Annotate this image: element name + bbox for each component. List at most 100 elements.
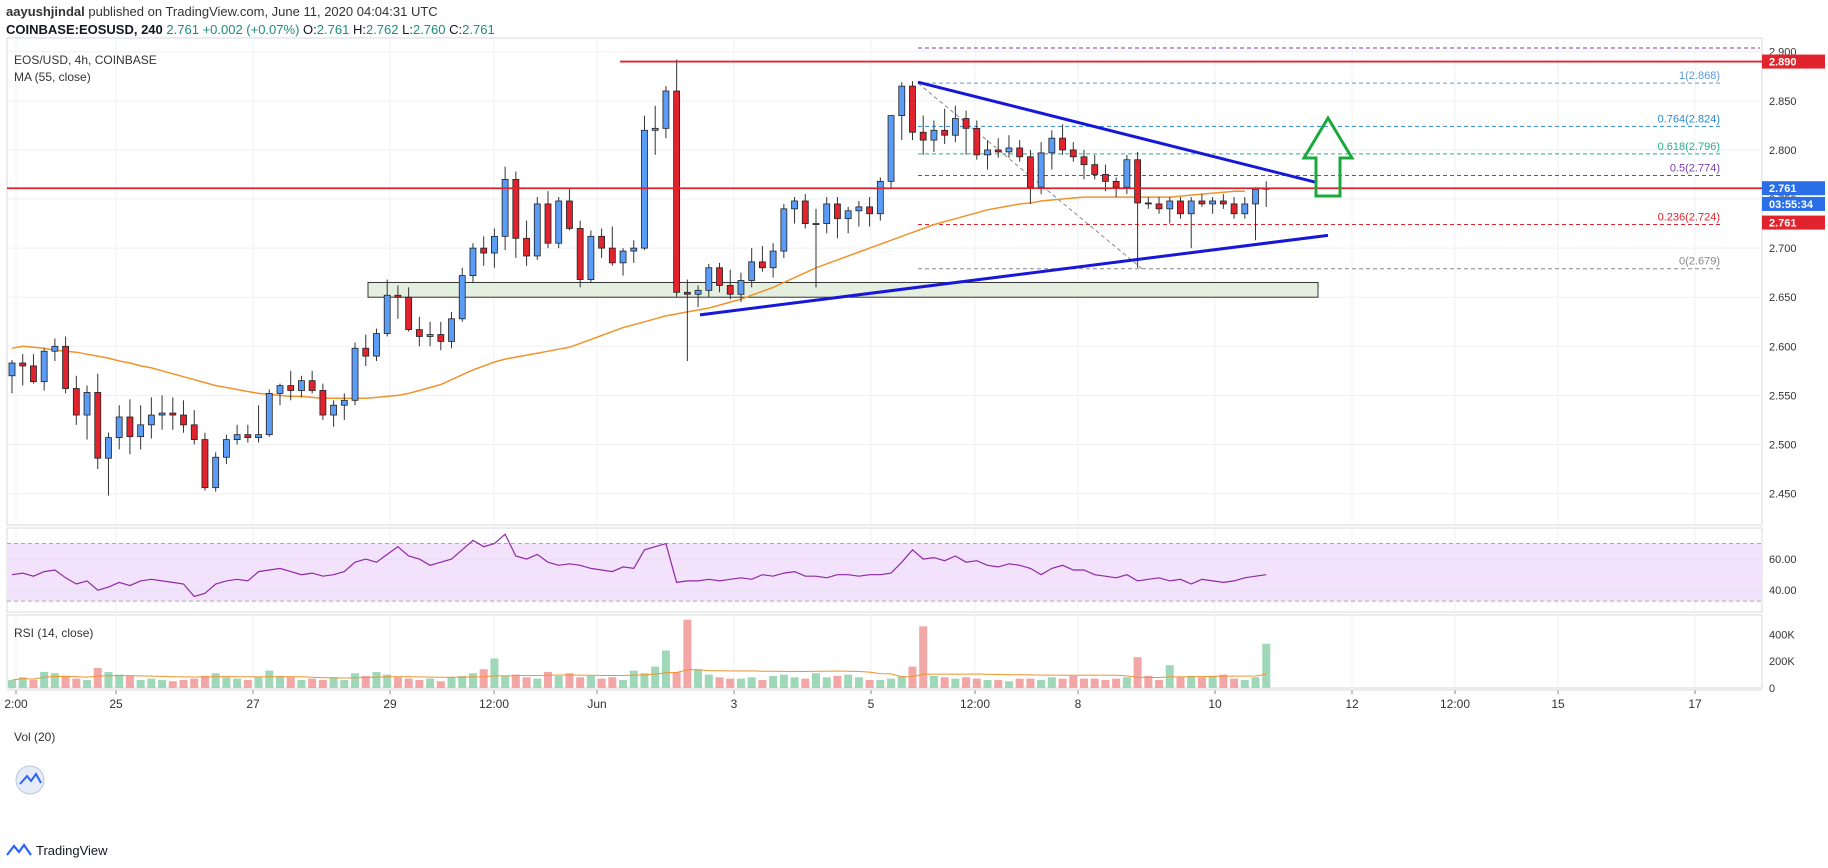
candle-body: [233, 434, 241, 440]
volume-bar: [276, 675, 284, 688]
x-tick-label: 5: [868, 697, 875, 711]
open-label: O:: [303, 22, 317, 37]
candle-body: [780, 208, 788, 252]
candle-body: [415, 329, 423, 337]
volume-bar: [640, 673, 649, 688]
candle-body: [930, 129, 938, 141]
volume-bar: [297, 679, 306, 688]
candle-body: [533, 203, 541, 257]
candle-body: [716, 267, 723, 286]
x-tick-label: 12: [1345, 697, 1359, 711]
volume-bar: [426, 678, 435, 688]
volume-bar: [243, 679, 252, 688]
candle-body: [737, 280, 745, 295]
volume-bar: [544, 671, 552, 688]
vol-tick-label: 0: [1769, 683, 1775, 695]
candle-body: [394, 294, 402, 298]
candle-body: [844, 210, 852, 220]
price-tag: [1762, 181, 1825, 196]
volume-bar: [833, 675, 842, 688]
volume-bar: [383, 674, 392, 688]
volume-bar: [694, 669, 703, 688]
candle-body: [683, 291, 691, 295]
volume-bar: [972, 678, 981, 688]
candle-body: [1177, 200, 1184, 215]
x-tick-label: 27: [246, 697, 260, 711]
volume-bar: [511, 674, 520, 688]
volume-bar: [458, 675, 467, 688]
y-tick-label: 2.850: [1769, 96, 1797, 108]
candle-body: [909, 85, 916, 133]
volume-bar: [351, 673, 360, 688]
candle-body: [855, 206, 863, 212]
vol-tick-label: 200K: [1769, 656, 1795, 668]
candle-body: [673, 90, 681, 293]
volume-bar: [1122, 677, 1131, 688]
volume-bar: [415, 679, 424, 688]
rsi-tick-label: 40.00: [1769, 585, 1797, 597]
volume-bar: [361, 675, 370, 688]
volume-bar: [1230, 678, 1239, 688]
volume-bar: [1187, 675, 1196, 688]
volume-bar: [586, 675, 595, 688]
candle-body: [137, 424, 145, 438]
main-title: EOS/USD, 4h, COINBASE: [14, 53, 157, 67]
candle-body: [115, 416, 123, 439]
volume-bar: [1240, 679, 1249, 688]
candle-body: [147, 414, 155, 426]
volume-bar: [158, 679, 167, 688]
candle-body: [351, 347, 359, 401]
candle-body: [83, 392, 91, 416]
volume-bar: [1069, 675, 1078, 688]
volume-bar: [790, 677, 799, 688]
publish-text: published on TradingView.com, June 11, 2…: [84, 4, 438, 19]
candle-body: [512, 178, 520, 239]
candle-body: [458, 275, 466, 320]
candle-body: [383, 294, 391, 334]
candle-body: [898, 85, 906, 116]
volume-bar: [8, 679, 16, 688]
volume-bar: [940, 677, 949, 688]
volume-bar: [1197, 677, 1206, 688]
ohlc-header: COINBASE:EOSUSD, 240 2.761 +0.002 (+0.07…: [6, 22, 495, 37]
volume-bar: [844, 674, 853, 688]
volume-bar: [736, 678, 745, 688]
volume-bar: [1155, 679, 1164, 688]
volume-bar: [554, 675, 563, 688]
watermark-wave-icon: [19, 772, 42, 785]
volume-bar: [522, 677, 531, 688]
candle-body: [1198, 200, 1206, 205]
candle-body: [340, 399, 348, 406]
price-tag: [1762, 54, 1825, 69]
rsi-title: RSI (14, close): [14, 626, 93, 640]
candle-body: [1144, 202, 1152, 205]
candle-body: [1069, 149, 1077, 158]
x-tick-label: 17: [1688, 697, 1702, 711]
candle-body: [1112, 180, 1120, 188]
volume-bar: [254, 677, 263, 688]
candle-body: [651, 127, 659, 131]
candle-body: [1219, 200, 1227, 205]
volume-bar: [651, 666, 660, 688]
candle-body: [1209, 200, 1217, 205]
x-tick-label: 12:00: [479, 697, 509, 711]
footer-brand[interactable]: TradingView: [6, 842, 108, 858]
volume-bar: [747, 677, 756, 688]
x-tick-label: Jun: [587, 697, 606, 711]
candle-body: [244, 434, 252, 439]
volume-bar: [479, 669, 488, 688]
ma55-line: [11, 190, 1245, 400]
candle-body: [201, 439, 209, 489]
rsi-line: [11, 533, 1267, 598]
candle-body: [1187, 200, 1195, 215]
volume-bar: [50, 673, 59, 688]
volume-bar: [93, 667, 102, 688]
candle-body: [566, 200, 573, 229]
candle-body: [480, 247, 488, 254]
volume-bar: [779, 674, 788, 688]
volume-bar: [468, 673, 477, 688]
candle-body: [866, 206, 873, 215]
candle-body: [1048, 137, 1056, 154]
brand-label: TradingView: [36, 842, 108, 858]
